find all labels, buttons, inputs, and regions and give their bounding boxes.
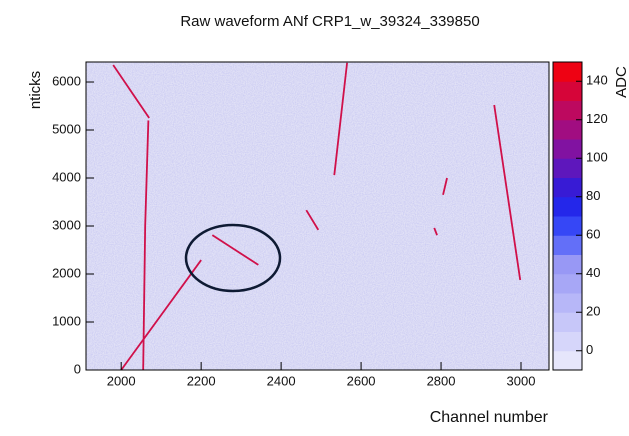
colorbar-band (553, 273, 582, 294)
z-tick-label: 60 (586, 227, 600, 242)
x-tick-label: 3000 (507, 373, 536, 388)
x-tick-label: 2000 (107, 373, 136, 388)
z-tick-label: 140 (586, 73, 608, 88)
x-tick-label: 2800 (427, 373, 456, 388)
colorbar-band (553, 254, 582, 275)
x-tick-label: 2400 (267, 373, 296, 388)
colorbar-frame (552, 61, 583, 371)
colorbar-band (553, 139, 582, 159)
noise (86, 62, 549, 370)
x-tick-label: 2600 (347, 373, 376, 388)
y-axis-label: nticks (27, 71, 44, 109)
track (493, 104, 522, 281)
z-tick-label: 20 (586, 304, 600, 319)
highlight-ellipse (184, 223, 282, 293)
z-tick-label: 80 (586, 188, 600, 203)
colorbar-band (553, 100, 582, 121)
track (112, 64, 150, 119)
colorbar-band (553, 350, 582, 371)
z-tick-label: 0 (586, 342, 593, 357)
y-tick-label: 6000 (52, 73, 81, 88)
chart-title: Raw waveform ANf CRP1_w_39324_339850 (180, 13, 479, 30)
colorbar-band (553, 312, 582, 332)
colorbar-band (553, 81, 582, 101)
track (333, 62, 348, 176)
z-tick-label: 120 (586, 111, 608, 126)
colorbar-band (553, 158, 582, 178)
colorbar-band (553, 119, 582, 140)
z-axis-label: ADC (613, 66, 629, 98)
colorbar-band (553, 196, 582, 217)
z-tick-label: 40 (586, 265, 600, 280)
y-tick-label: 3000 (52, 217, 81, 232)
x-tick-label: 2200 (187, 373, 216, 388)
y-tick-label: 5000 (52, 121, 81, 136)
colorbar-band (553, 177, 582, 198)
x-axis-label: Channel number (430, 409, 549, 426)
colorbar-band (553, 235, 582, 255)
colorbar-band (553, 62, 582, 82)
tracks (112, 62, 522, 370)
track (433, 227, 438, 236)
plot-frame (85, 61, 550, 371)
y-tick-label: 0 (74, 361, 81, 376)
track (142, 120, 150, 370)
y-tick-label: 1000 (52, 313, 81, 328)
colorbar-band (553, 293, 582, 313)
z-tick-label: 100 (586, 150, 608, 165)
track (442, 177, 448, 196)
y-tick-label: 2000 (52, 265, 81, 280)
y-tick-label: 4000 (52, 169, 81, 184)
colorbar-band (553, 331, 582, 352)
colorbar-band (553, 216, 582, 236)
track (120, 259, 202, 370)
track (211, 234, 259, 266)
track (305, 209, 320, 231)
